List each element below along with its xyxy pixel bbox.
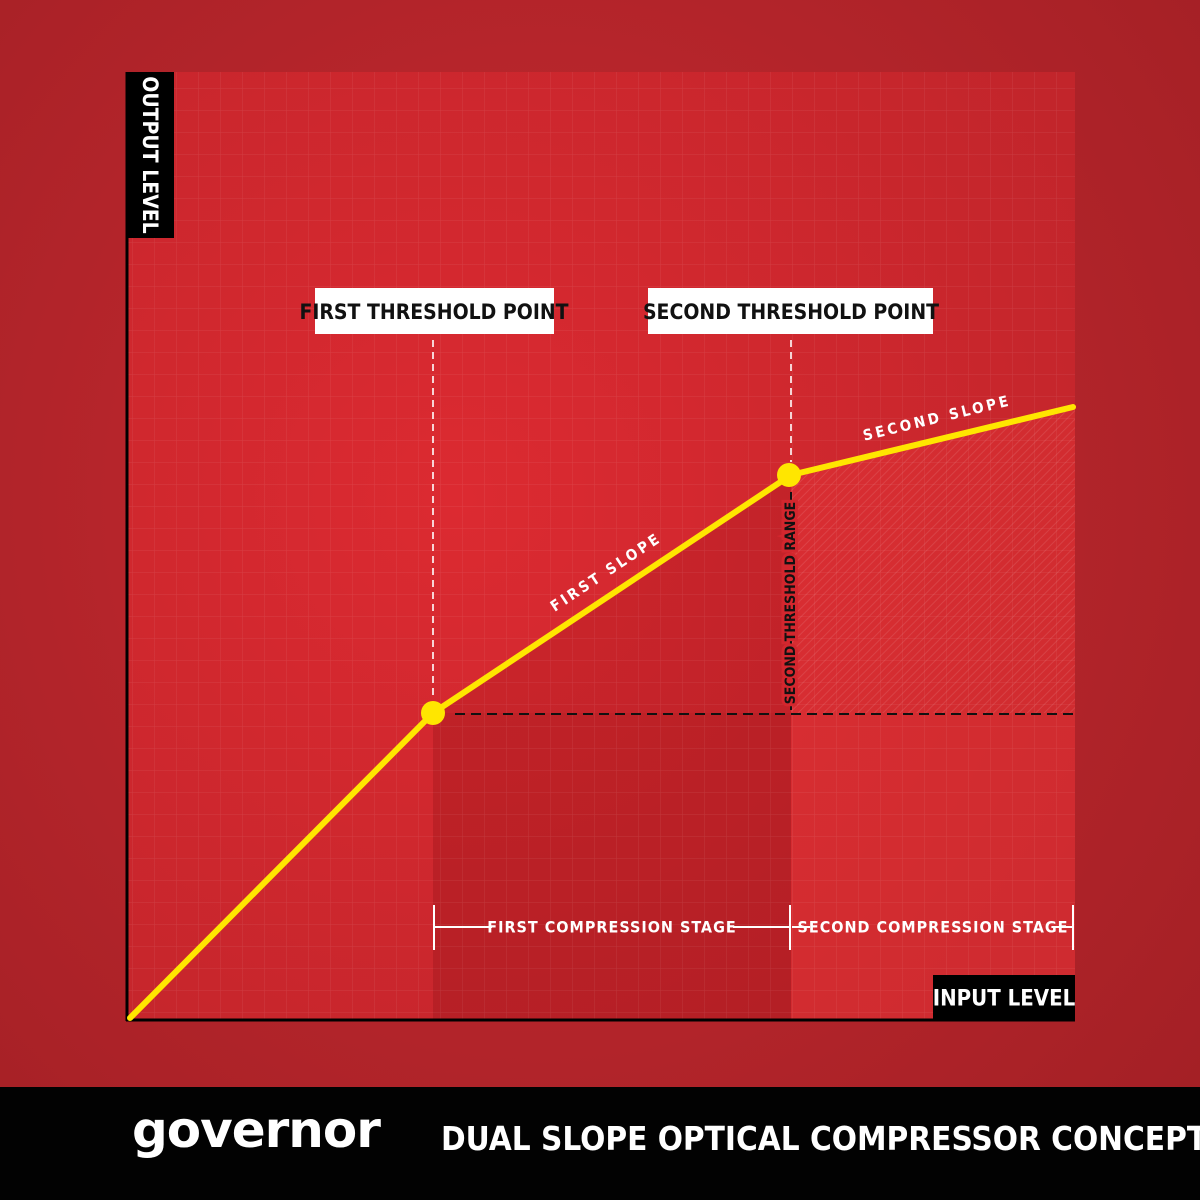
y-axis-label: OUTPUT LEVEL — [138, 76, 162, 233]
x-axis-label-box — [933, 975, 1075, 1021]
second-stage-bracket — [792, 905, 1074, 950]
y-axis-label-box — [126, 72, 174, 238]
x-axis-label: INPUT LEVEL — [933, 987, 1076, 1012]
footer-bar: governor DUAL SLOPE OPTICAL COMPRESSOR C… — [0, 1087, 1200, 1200]
second-threshold-label-box — [648, 288, 933, 334]
second-threshold-label: SECOND THRESHOLD POINT — [643, 300, 939, 324]
brand-logo: governor — [132, 1101, 381, 1159]
second-stage-label: SECOND COMPRESSION STAGE — [798, 918, 1069, 937]
transfer-curve — [127, 404, 1076, 1021]
first-threshold-label: FIRST THRESHOLD POINT — [299, 300, 568, 324]
compressor-diagram: OUTPUT LEVEL INPUT LEVEL FIRST THRESHOLD… — [125, 72, 1076, 1022]
first-stage-bracket — [433, 905, 791, 950]
diagram-caption: DUAL SLOPE OPTICAL COMPRESSOR CONCEPT — [441, 1119, 1200, 1158]
second-threshold-point — [777, 463, 801, 487]
first-threshold-point — [421, 701, 445, 725]
first-threshold-label-box — [315, 288, 554, 334]
first-stage-label: FIRST COMPRESSION STAGE — [487, 918, 736, 937]
second-threshold-range-label: SECOND THRESHOLD RANGE — [783, 502, 799, 705]
